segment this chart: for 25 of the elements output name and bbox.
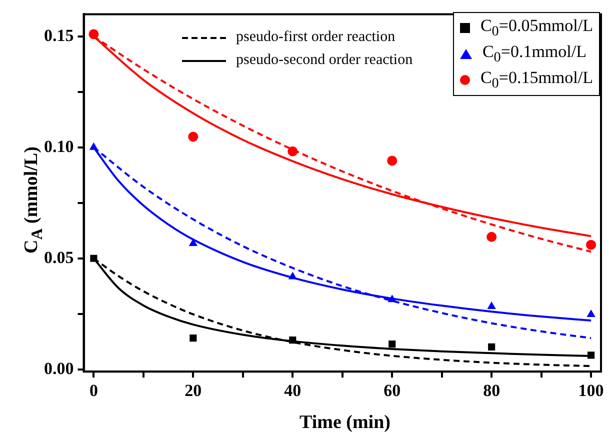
- point: [387, 156, 398, 166]
- point: [388, 340, 396, 348]
- point: [488, 343, 496, 350]
- legend-label: pseudo-first order reaction: [236, 29, 396, 46]
- x-tick-label: 100: [578, 381, 604, 400]
- x-tick-label: 0: [89, 381, 98, 400]
- x-tick-label: 80: [483, 381, 500, 400]
- x-tick-label: 40: [284, 381, 302, 400]
- point: [487, 302, 496, 310]
- y-tick-label: 0.15: [44, 26, 74, 45]
- legend-label: C$_{0}$=0.05mmol/L: [480, 16, 593, 40]
- point: [190, 334, 197, 342]
- point: [586, 310, 596, 318]
- y-tick-label: 0.05: [44, 248, 74, 267]
- y-tick-label: 0.00: [44, 358, 74, 378]
- legend-label: C$_{0}$=0.1mmol/L: [482, 42, 586, 66]
- legend-label: C$_{0}$=0.15mmol/L: [480, 68, 593, 92]
- x-tick-label: 60: [384, 381, 401, 400]
- point: [188, 132, 198, 142]
- legend-label: pseudo-second order reaction: [236, 52, 413, 69]
- x-axis-title: Time (min): [300, 412, 390, 434]
- y-tick-label: 0.10: [44, 136, 74, 156]
- point: [486, 232, 497, 242]
- point: [586, 240, 596, 250]
- x-tick-label: 20: [184, 381, 202, 400]
